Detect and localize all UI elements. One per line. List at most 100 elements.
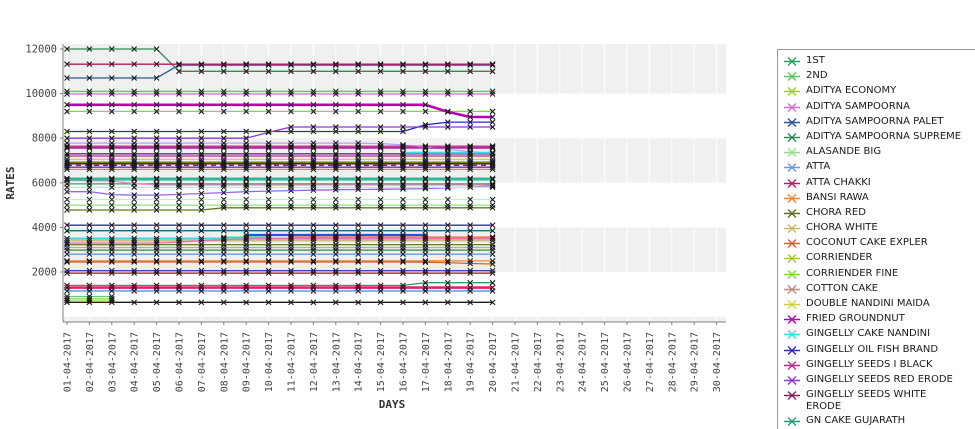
- x-tick-label: 26-04-2017: [623, 332, 634, 392]
- series-marker-icon: [784, 417, 800, 427]
- legend-item: 2ND: [784, 70, 975, 82]
- legend-item: GN CAKE GUJARATH: [784, 415, 975, 427]
- series-marker-icon: [784, 57, 800, 66]
- series-line: [67, 142, 493, 154]
- legend-label: BANSI RAWA: [806, 191, 869, 203]
- legend-label: FRIED GROUNDNUT: [806, 313, 905, 325]
- legend-item: BANSI RAWA: [784, 192, 975, 204]
- x-tick-label: 13-04-2017: [331, 332, 342, 392]
- legend-label: ADITYA SAMPOORNA: [806, 100, 910, 112]
- legend-item: DOUBLE NANDINI MAIDA: [784, 298, 975, 310]
- legend-item: GINGELLY OIL FISH BRAND: [784, 344, 975, 356]
- series-marker-icon: [784, 117, 800, 127]
- x-tick-label: 27-04-2017: [645, 332, 656, 392]
- legend-label: ADITYA SAMPOORNA PALET: [806, 115, 944, 127]
- series-marker-icon: [784, 330, 800, 340]
- legend-item: ADITYA SAMPOORNA SUPREME: [784, 131, 975, 143]
- x-tick-label: 05-04-2017: [152, 332, 163, 392]
- x-tick-label: 23-04-2017: [555, 332, 566, 392]
- series-marker-icon: [784, 315, 800, 325]
- legend-item: CHORA WHITE: [784, 222, 975, 234]
- x-tick-label: 18-04-2017: [443, 332, 454, 392]
- x-tick-label: 06-04-2017: [175, 332, 186, 392]
- series-line-aditya-sampoorna-palet: [67, 64, 493, 79]
- legend-label: GINGELLY OIL FISH BRAND: [806, 343, 939, 355]
- x-tick-label: 28-04-2017: [667, 332, 678, 392]
- legend-item: CORRIENDER: [784, 252, 975, 264]
- x-tick-label: 01-04-2017: [63, 332, 74, 392]
- series-marker-icon: [784, 148, 800, 158]
- data-point-markers: [64, 46, 496, 306]
- chart-legend: 1ST 2ND ADITYA ECONOMY ADITYA SAMPOORNA …: [777, 49, 975, 429]
- x-tick-label: 24-04-2017: [578, 332, 589, 392]
- legend-label: CHORA WHITE: [806, 222, 878, 234]
- legend-label: ALASANDE BIG: [806, 146, 882, 158]
- legend-item: ADITYA SAMPOORNA PALET: [784, 116, 975, 128]
- legend-label: COCONUT CAKE EXPLER: [806, 237, 928, 249]
- legend-label: CORRIENDER: [806, 252, 873, 264]
- series-line-gingelly-oil-fish-brand: [67, 121, 493, 133]
- series-marker-icon: [784, 224, 800, 234]
- series-marker-icon: [784, 269, 800, 279]
- series-line: [67, 179, 493, 186]
- x-tick-label: 08-04-2017: [219, 332, 230, 392]
- x-tick-label: 30-04-2017: [712, 332, 723, 392]
- legend-label: GINGELLY SEEDS RED ERODE: [806, 373, 953, 385]
- legend-item: CHORA RED: [784, 207, 975, 219]
- x-tick-label: 10-04-2017: [264, 332, 275, 392]
- series-marker-icon: [784, 391, 800, 401]
- legend-label: COTTON CAKE: [806, 282, 879, 294]
- series-line-gingelly-seeds-red-erode: [67, 126, 493, 139]
- series-marker-icon: [784, 72, 800, 82]
- legend-item: COCONUT CAKE EXPLER: [784, 237, 975, 249]
- legend-label: GINGELLY SEEDS WHITE ERODE: [806, 389, 927, 412]
- x-tick-label: 25-04-2017: [600, 332, 611, 392]
- legend-label: DOUBLE NANDINI MAIDA: [806, 298, 930, 309]
- legend-label: GINGELLY SEEDS I BLACK: [806, 358, 933, 370]
- x-tick-label: 02-04-2017: [85, 332, 96, 392]
- series-marker-icon: [784, 132, 800, 142]
- plot-band: [63, 93, 726, 139]
- plot-band: [63, 316, 726, 322]
- series-line-aditya-sampoorna-supreme: [67, 48, 493, 72]
- series-line-fried-groundnut: [67, 103, 493, 119]
- legend-item: ADITYA ECONOMY: [784, 85, 975, 97]
- series-marker-icon: [784, 239, 800, 249]
- legend-label: CORRIENDER FINE: [806, 267, 899, 279]
- x-tick-label: 04-04-2017: [130, 332, 141, 392]
- legend-item: GINGELLY SEEDS RED ERODE: [784, 374, 975, 386]
- y-tick-label: 12000: [25, 44, 57, 56]
- x-tick-label: 21-04-2017: [511, 332, 522, 392]
- x-tick-label: 16-04-2017: [399, 332, 410, 392]
- series-marker-icon: [784, 360, 800, 370]
- y-axis-title: RATES: [4, 166, 17, 199]
- x-tick-label: 07-04-2017: [197, 332, 208, 392]
- legend-item: GINGELLY SEEDS WHITE ERODE: [784, 389, 975, 412]
- series-marker-icon: [784, 208, 800, 218]
- legend-label: GINGELLY CAKE NANDINI: [806, 328, 931, 340]
- legend-label: ADITYA SAMPOORNA SUPREME: [806, 130, 962, 142]
- series-marker-icon: [784, 193, 800, 203]
- legend-item: ATTA CHAKKI: [784, 177, 975, 189]
- plot-band: [63, 272, 726, 317]
- legend-label: GN CAKE GUJARATH: [806, 415, 906, 427]
- series-marker-icon: [784, 300, 800, 309]
- legend-item: ALASANDE BIG: [784, 146, 975, 158]
- x-tick-label: 19-04-2017: [466, 332, 477, 392]
- legend-item: FRIED GROUNDNUT: [784, 313, 975, 325]
- legend-label: ADITYA ECONOMY: [806, 85, 897, 97]
- y-tick-label: 8000: [32, 133, 57, 145]
- x-tick-label: 12-04-2017: [309, 332, 320, 392]
- series-line: [67, 185, 493, 196]
- legend-item: ADITYA SAMPOORNA: [784, 101, 975, 113]
- series-line: [67, 282, 493, 287]
- series-marker-icon: [784, 345, 800, 355]
- x-tick-label: 11-04-2017: [287, 332, 298, 392]
- x-tick-label: 14-04-2017: [354, 332, 365, 392]
- series-line-coconut-cake-expler: [67, 261, 493, 265]
- legend-item: CORRIENDER FINE: [784, 268, 975, 280]
- legend-item: ATTA: [784, 161, 975, 173]
- series-marker-icon: [784, 87, 800, 97]
- series-line: [67, 207, 493, 211]
